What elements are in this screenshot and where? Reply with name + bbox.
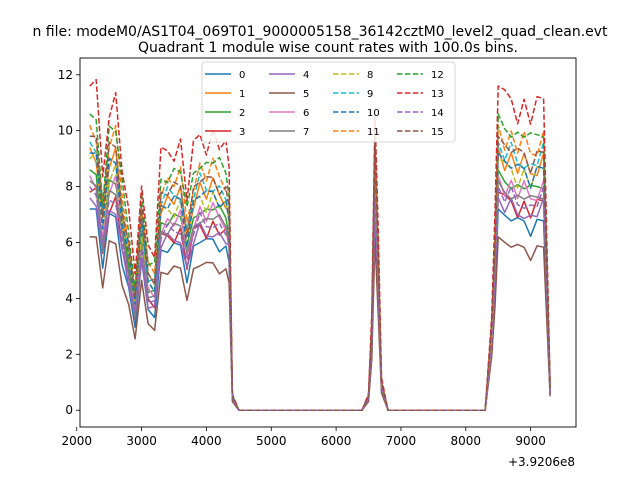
legend-label-7: 7 <box>303 127 309 138</box>
x-offset-label: +3.9206e8 <box>508 455 575 469</box>
legend-label-0: 0 <box>239 70 245 81</box>
series-line-15 <box>89 135 551 411</box>
x-tick-label: 3000 <box>126 434 157 448</box>
y-axis: 0 2 4 6 8 10 12 <box>58 68 80 417</box>
legend-label-10: 10 <box>367 108 380 119</box>
y-tick-label: 8 <box>65 180 73 194</box>
series-layer <box>88 78 551 411</box>
series-line-5 <box>89 236 551 411</box>
x-axis: 2000 3000 4000 5000 6000 7000 8000 9000 <box>61 427 546 448</box>
y-tick-label: 6 <box>65 236 73 250</box>
x-tick-label: 6000 <box>321 434 352 448</box>
y-tick-label: 4 <box>65 291 73 305</box>
x-tick-label: 7000 <box>386 434 417 448</box>
legend-label-11: 11 <box>367 127 380 138</box>
series-line-11 <box>88 124 551 411</box>
series-line-10 <box>89 152 551 411</box>
x-tick-label: 5000 <box>256 434 287 448</box>
y-tick-label: 0 <box>65 403 73 417</box>
series-line-7 <box>89 180 551 411</box>
chart-title: Quadrant 1 module wise count rates with … <box>138 40 518 56</box>
figure-suptitle: n file: modeM0/AS1T04_069T01_9000005158_… <box>32 24 608 40</box>
series-line-14 <box>89 185 551 411</box>
legend-label-13: 13 <box>431 89 444 100</box>
legend-label-1: 1 <box>239 89 245 100</box>
legend-label-9: 9 <box>367 89 373 100</box>
legend-label-14: 14 <box>431 108 444 119</box>
legend-label-3: 3 <box>239 127 245 138</box>
y-tick-label: 10 <box>58 124 73 138</box>
series-line-0 <box>89 208 551 411</box>
legend-label-4: 4 <box>303 70 309 81</box>
legend-label-12: 12 <box>431 70 444 81</box>
legend-label-15: 15 <box>431 127 444 138</box>
y-tick-label: 12 <box>58 68 73 82</box>
legend-label-2: 2 <box>239 108 245 119</box>
legend-box <box>201 61 456 143</box>
x-tick-label: 4000 <box>191 434 222 448</box>
x-tick-label: 9000 <box>515 434 546 448</box>
legend-label-6: 6 <box>303 108 309 119</box>
x-tick-label: 2000 <box>61 434 92 448</box>
series-line-13 <box>89 78 551 411</box>
y-tick-label: 2 <box>65 347 73 361</box>
x-tick-label: 8000 <box>451 434 482 448</box>
legend-label-8: 8 <box>367 70 373 81</box>
legend-label-5: 5 <box>303 89 309 100</box>
